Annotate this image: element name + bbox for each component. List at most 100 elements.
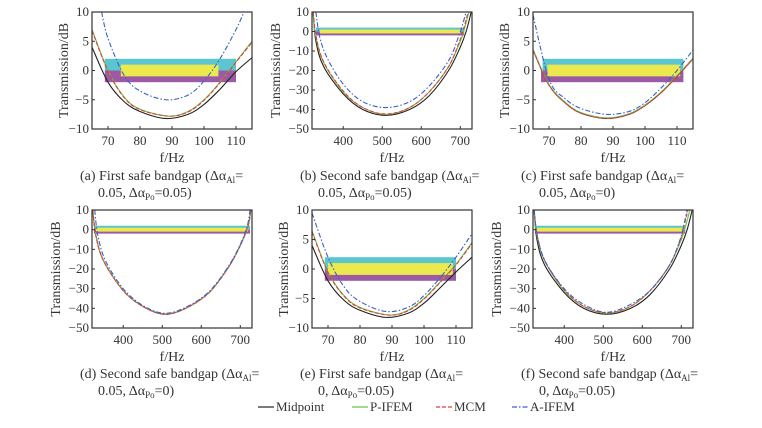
y-axis-label: Transmission/dB [57, 23, 72, 118]
x-tick-label: 700 [451, 133, 471, 148]
subplot-b: 400 500 600 700 −50 −40 −30 −20 −10 0 10 f/Hz Transm… [269, 4, 480, 202]
plot-area [312, 12, 472, 116]
y-tick-label: −40 [510, 300, 530, 315]
bandgap-band [536, 227, 684, 232]
x-tick-label: 90 [166, 133, 179, 148]
y-tick-label: −30 [510, 281, 530, 296]
y-tick-label: 5 [303, 232, 310, 247]
y-tick-label: −30 [69, 281, 89, 296]
y-tick-label: 0 [524, 63, 531, 78]
legend-item-p-ifem: P-IFEM [352, 399, 413, 414]
plot-area [312, 212, 472, 318]
subplot-caption-line2: 0.05, ΔαPo=0) [539, 186, 615, 202]
series-line-midpoint [312, 12, 472, 116]
x-tick-label: 90 [607, 133, 620, 148]
y-tick-label: 10 [76, 4, 89, 19]
x-tick-label: 100 [635, 133, 655, 148]
y-tick-label: −20 [289, 63, 309, 78]
subplot-a: 70 80 90 100 110 −10 −5 0 5 10 f/Hz Transmission/dB… [57, 4, 253, 202]
series-line-mcm [312, 231, 472, 316]
y-tick-label: 0 [83, 222, 90, 237]
x-tick-label: 600 [192, 332, 212, 347]
plot-area [92, 210, 252, 315]
legend: Midpoint P-IFEM MCM A-IFEM [258, 399, 575, 414]
x-tick-label: 70 [543, 133, 556, 148]
y-tick-label: 0 [303, 261, 310, 276]
x-axis-label: f/Hz [160, 350, 185, 365]
x-tick-label: 80 [354, 332, 367, 347]
subplot-caption-line2: 0.05, ΔαPo=0.05) [98, 186, 192, 202]
y-tick-label: 10 [296, 4, 309, 19]
x-tick-label: 80 [134, 133, 147, 148]
y-tick-label: −10 [510, 121, 530, 136]
subplot-caption-line2: 0, ΔαPo=0.05) [539, 384, 615, 400]
y-tick-label: −10 [289, 320, 309, 335]
x-tick-label: 500 [593, 332, 613, 347]
y-tick-label: −10 [289, 43, 309, 58]
legend-label: A-IFEM [530, 399, 575, 414]
series-line-mcm [533, 49, 693, 120]
subplot-caption: (f) Second safe bandgap (ΔαAl= [521, 367, 698, 383]
y-tick-label: 5 [83, 33, 90, 48]
y-tick-label: −50 [510, 320, 530, 335]
y-tick-label: −50 [289, 121, 309, 136]
series-line-mcm [92, 210, 252, 315]
x-tick-label: 700 [231, 332, 251, 347]
plot-area [533, 210, 693, 315]
x-tick-label: 70 [322, 332, 335, 347]
x-tick-label: 110 [667, 133, 686, 148]
x-axis-label: f/Hz [380, 350, 405, 365]
plot-area [92, 12, 252, 120]
series-line-midpoint [533, 210, 693, 315]
x-tick-label: 110 [446, 332, 465, 347]
legend-label: MCM [454, 399, 486, 414]
y-tick-label: −10 [69, 241, 89, 256]
y-tick-label: −5 [295, 291, 309, 306]
series-line-midpoint [92, 46, 252, 120]
y-tick-label: −20 [510, 261, 530, 276]
subplot-caption: (a) First safe bandgap (ΔαAl= [80, 169, 243, 185]
series-line-a-ifem [315, 12, 467, 109]
x-tick-label: 700 [672, 332, 692, 347]
subplot-caption: (e) First safe bandgap (ΔαAl= [300, 367, 463, 383]
x-axis-label: f/Hz [160, 151, 185, 166]
y-tick-label: −20 [69, 261, 89, 276]
y-axis-label: Transmission/dB [277, 221, 292, 316]
bandgap-band [328, 263, 453, 275]
x-tick-label: 90 [386, 332, 399, 347]
y-axis-label: Transmission/dB [49, 221, 64, 316]
legend-item-mcm: MCM [436, 399, 486, 414]
x-tick-label: 100 [414, 332, 434, 347]
y-tick-label: −50 [69, 320, 89, 335]
x-tick-label: 400 [554, 332, 574, 347]
series-line-mcm [92, 30, 252, 117]
y-axis-label: Transmission/dB [269, 23, 284, 118]
x-tick-label: 400 [113, 332, 133, 347]
legend-label: Midpoint [276, 399, 325, 414]
y-tick-label: 0 [303, 24, 310, 39]
bandgap-band [547, 64, 681, 77]
y-tick-label: 0 [524, 222, 531, 237]
x-tick-label: 100 [194, 133, 214, 148]
subplot-c: 70 80 90 100 110 −10 −5 0 5 10 f/Hz Transmission/dB… [498, 4, 694, 202]
series-line-mcm [312, 12, 469, 115]
x-tick-label: 500 [372, 133, 392, 148]
y-tick-label: −5 [516, 92, 530, 107]
y-tick-label: −40 [289, 102, 309, 117]
y-tick-label: 10 [517, 202, 530, 217]
y-tick-label: 0 [83, 63, 90, 78]
y-tick-label: −10 [510, 241, 530, 256]
series-line-p-ifem [312, 12, 470, 115]
legend-item-a-ifem: A-IFEM [512, 399, 575, 414]
x-tick-label: 110 [226, 133, 245, 148]
subplot-caption: (b) Second safe bandgap (ΔαAl= [300, 169, 480, 185]
series-line-p-ifem [92, 210, 252, 315]
x-axis-label: f/Hz [601, 350, 626, 365]
series-line-a-ifem [312, 212, 472, 313]
subplot-caption-line2: 0.05, ΔαPo=0) [98, 384, 174, 400]
subplot-caption: (c) First safe bandgap (ΔαAl= [521, 169, 684, 185]
bandgap-band [120, 64, 219, 77]
y-tick-label: 10 [517, 4, 530, 19]
series-line-a-ifem [101, 12, 245, 101]
